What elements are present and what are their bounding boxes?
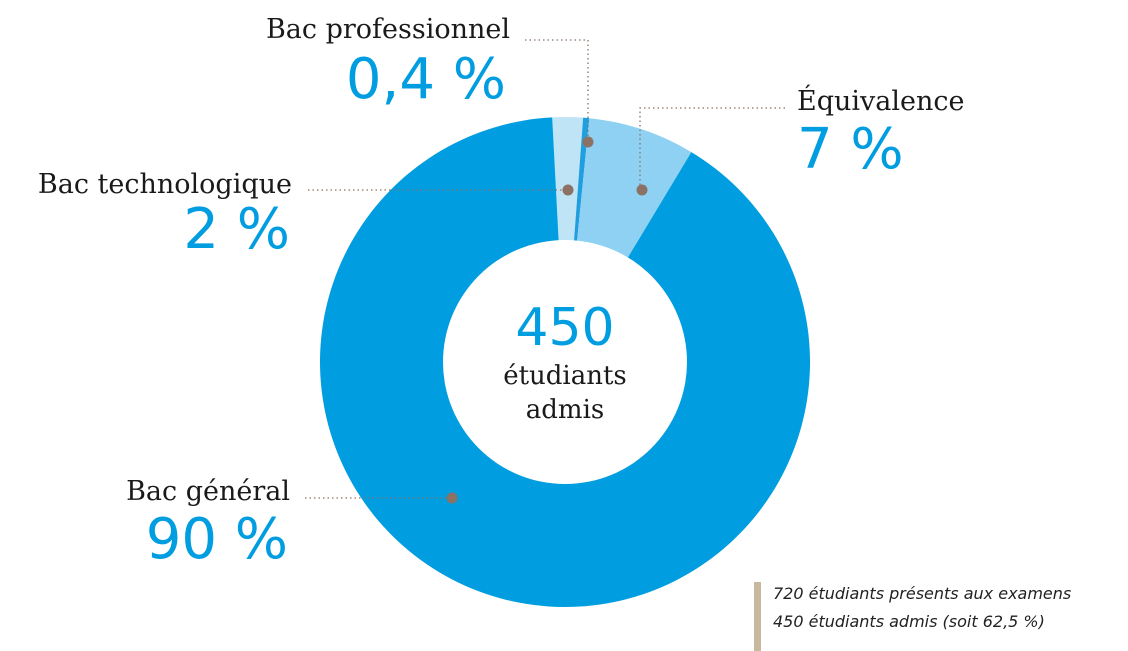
note-bar (754, 582, 761, 651)
value-label: 7 % (797, 117, 904, 182)
leader-dot (636, 184, 648, 196)
category-label: Bac technologique (38, 169, 292, 200)
leader-line (525, 39, 589, 142)
note: 450 étudiants admis (soit 62,5 %) (773, 612, 1045, 631)
leader-dot (562, 184, 574, 196)
leader-dot (582, 136, 594, 148)
value-label: 2 % (183, 197, 290, 262)
leader-dot (446, 492, 458, 504)
value-label: 0,4 % (346, 47, 506, 112)
leader-line (639, 107, 785, 190)
category-label: Équivalence (797, 84, 964, 117)
value-label: 90 % (146, 507, 288, 572)
category-label: Bac général (126, 476, 290, 507)
center-label: étudiants (503, 361, 627, 391)
category-label: Bac professionnel (266, 14, 510, 45)
center-value: 450 (515, 298, 614, 358)
slice (552, 117, 584, 362)
center-label: admis (526, 395, 604, 425)
donut-hole (443, 240, 687, 484)
note: 720 étudiants présents aux examens (773, 584, 1071, 603)
